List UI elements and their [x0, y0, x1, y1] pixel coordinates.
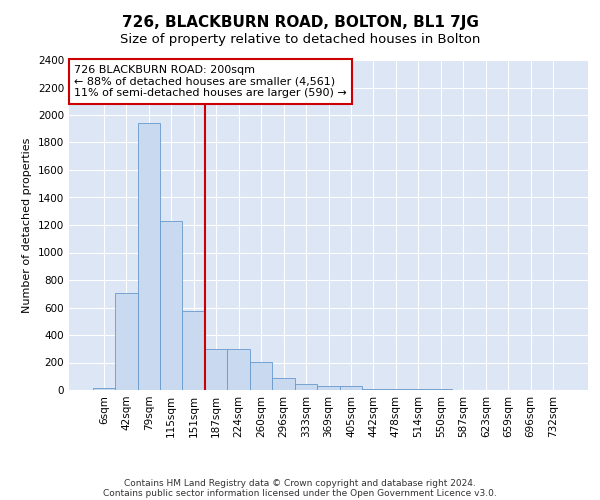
Text: 726 BLACKBURN ROAD: 200sqm
← 88% of detached houses are smaller (4,561)
11% of s: 726 BLACKBURN ROAD: 200sqm ← 88% of deta… — [74, 65, 347, 98]
Bar — [115, 293, 137, 390]
Bar — [160, 221, 182, 390]
Bar — [205, 349, 227, 390]
Bar — [182, 311, 205, 390]
Bar — [340, 386, 362, 390]
Y-axis label: Number of detached properties: Number of detached properties — [22, 138, 32, 312]
Bar — [227, 349, 250, 390]
Text: Contains public sector information licensed under the Open Government Licence v3: Contains public sector information licen… — [103, 488, 497, 498]
Bar — [295, 384, 317, 390]
Bar — [272, 378, 295, 390]
Bar — [250, 362, 272, 390]
Text: Contains HM Land Registry data © Crown copyright and database right 2024.: Contains HM Land Registry data © Crown c… — [124, 478, 476, 488]
Bar — [317, 386, 340, 390]
Text: 726, BLACKBURN ROAD, BOLTON, BL1 7JG: 726, BLACKBURN ROAD, BOLTON, BL1 7JG — [122, 15, 478, 30]
Bar — [92, 388, 115, 390]
Bar — [137, 123, 160, 390]
Bar — [385, 388, 407, 390]
Text: Size of property relative to detached houses in Bolton: Size of property relative to detached ho… — [120, 32, 480, 46]
Bar — [362, 388, 385, 390]
